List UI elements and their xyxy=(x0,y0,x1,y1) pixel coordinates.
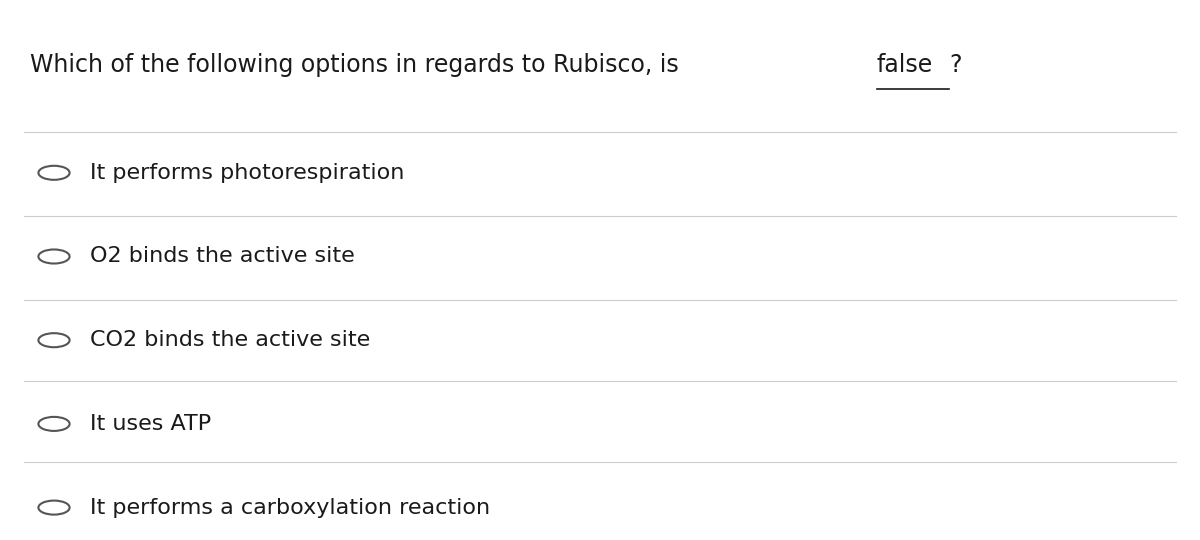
Text: ?: ? xyxy=(949,53,962,77)
Text: CO2 binds the active site: CO2 binds the active site xyxy=(90,330,371,350)
Text: false: false xyxy=(877,53,934,77)
Text: Which of the following options in regards to Rubisco, is: Which of the following options in regard… xyxy=(30,53,686,77)
Text: It performs a carboxylation reaction: It performs a carboxylation reaction xyxy=(90,497,490,518)
Text: O2 binds the active site: O2 binds the active site xyxy=(90,246,355,267)
Text: It uses ATP: It uses ATP xyxy=(90,414,211,434)
Text: It performs photorespiration: It performs photorespiration xyxy=(90,163,404,183)
